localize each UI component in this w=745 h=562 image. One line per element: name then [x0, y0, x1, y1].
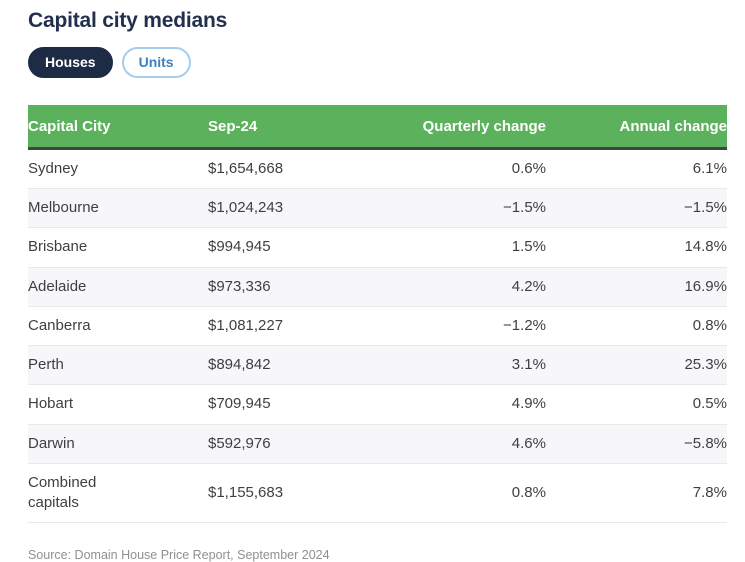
- cell-city: Hobart: [28, 384, 208, 425]
- cell-annual: 0.5%: [546, 384, 727, 425]
- column-header-annual-change: Annual change: [546, 104, 727, 150]
- table-body: Sydney $1,654,668 0.6% 6.1% Melbourne $1,024,…: [28, 148, 727, 524]
- cell-median: $894,842: [208, 345, 368, 386]
- city-label: Perth: [28, 356, 64, 374]
- cell-quarterly: 4.9%: [368, 384, 546, 425]
- cell-median: $1,081,227: [208, 306, 368, 347]
- cell-annual: 25.3%: [546, 345, 727, 386]
- cell-city: Canberra: [28, 306, 208, 347]
- table-row: Brisbane $994,945 1.5% 14.8%: [28, 227, 727, 268]
- source-note: Source: Domain House Price Report, Septe…: [28, 548, 330, 562]
- cell-median: $1,024,243: [208, 188, 368, 229]
- cell-quarterly: −1.5%: [368, 188, 546, 229]
- table-row: Adelaide $973,336 4.2% 16.9%: [28, 267, 727, 307]
- cell-annual: −5.8%: [546, 424, 727, 464]
- cell-city: Sydney: [28, 148, 208, 190]
- city-label: Sydney: [28, 159, 79, 177]
- medians-table: Capital City Sep-24 Quarterly change Ann…: [28, 104, 727, 524]
- table-row: Darwin $592,976 4.6% −5.8%: [28, 424, 727, 464]
- table-row: Hobart $709,945 4.9% 0.5%: [28, 384, 727, 425]
- cell-median: $1,155,683: [208, 463, 368, 524]
- column-header-sep-24: Sep-24: [208, 104, 368, 150]
- table-row: Canberra $1,081,227 −1.2% 0.8%: [28, 306, 727, 347]
- cell-annual: 14.8%: [546, 227, 727, 268]
- cell-annual: 0.8%: [546, 306, 727, 347]
- city-label: Adelaide: [28, 277, 87, 295]
- table-row: Combined capitals $1,155,683 0.8% 7.8%: [28, 463, 727, 524]
- cell-median: $1,654,668: [208, 148, 368, 190]
- city-label: Darwin: [28, 434, 75, 452]
- cell-city: Brisbane: [28, 227, 208, 268]
- city-label: Hobart: [28, 395, 74, 413]
- table-header-row: Capital City Sep-24 Quarterly change Ann…: [28, 104, 727, 150]
- cell-annual: −1.5%: [546, 188, 727, 229]
- page-title: Capital city medians: [28, 9, 228, 32]
- houses-toggle-button[interactable]: Houses: [28, 47, 113, 78]
- cell-median: $592,976: [208, 424, 368, 464]
- cell-quarterly: 4.2%: [368, 267, 546, 307]
- table-row: Melbourne $1,024,243 −1.5% −1.5%: [28, 188, 727, 229]
- cell-median: $994,945: [208, 227, 368, 268]
- cell-annual: 16.9%: [546, 267, 727, 307]
- cell-city: Darwin: [28, 424, 208, 464]
- cell-quarterly: 4.6%: [368, 424, 546, 464]
- cell-city: Adelaide: [28, 267, 208, 307]
- cell-city: Combined capitals: [28, 463, 208, 524]
- cell-annual: 7.8%: [546, 463, 727, 524]
- cell-city: Perth: [28, 345, 208, 386]
- column-header-capital-city: Capital City: [28, 104, 208, 150]
- cell-quarterly: −1.2%: [368, 306, 546, 347]
- city-label: Melbourne: [28, 199, 99, 217]
- cell-quarterly: 1.5%: [368, 227, 546, 268]
- city-label: Combined capitals: [28, 473, 97, 512]
- cell-median: $973,336: [208, 267, 368, 307]
- cell-quarterly: 3.1%: [368, 345, 546, 386]
- cell-quarterly: 0.6%: [368, 148, 546, 190]
- units-toggle-button[interactable]: Units: [121, 47, 191, 78]
- cell-annual: 6.1%: [546, 148, 727, 190]
- cell-city: Melbourne: [28, 188, 208, 229]
- table-row: Perth $894,842 3.1% 25.3%: [28, 345, 727, 386]
- cell-median: $709,945: [208, 384, 368, 425]
- column-header-quarterly-change: Quarterly change: [368, 104, 546, 150]
- cell-quarterly: 0.8%: [368, 463, 546, 524]
- table-row: Sydney $1,654,668 0.6% 6.1%: [28, 148, 727, 190]
- city-label: Brisbane: [28, 238, 88, 256]
- city-label: Canberra: [28, 316, 91, 334]
- property-type-toggle: Houses Units: [28, 47, 727, 78]
